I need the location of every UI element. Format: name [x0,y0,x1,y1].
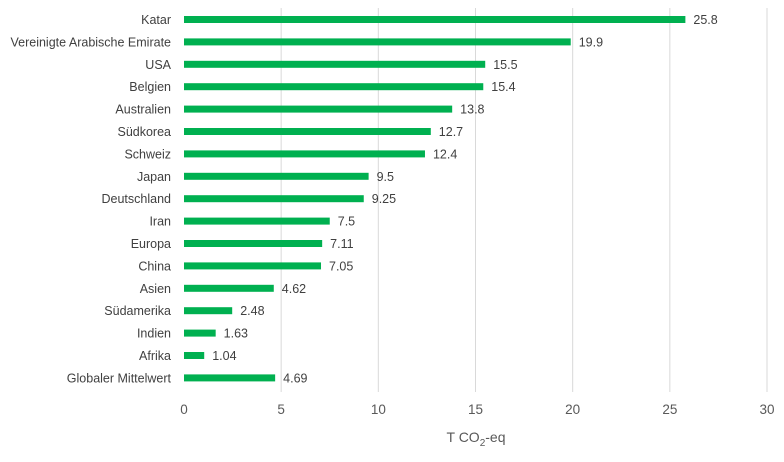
category-labels: Katar Vereinigte Arabische Emirate USA Belg… [10,13,171,385]
bars [184,16,686,382]
category-label: Südamerika [104,304,171,318]
gridlines [280,8,768,392]
bar [184,262,322,270]
value-label: 1.04 [212,349,236,363]
x-tick-label: 20 [565,402,580,417]
value-label: 15.4 [491,80,515,94]
value-label: 13.8 [460,103,484,117]
value-labels: 25.8 19.9 15.5 15.4 13.8 12.7 12.4 9.5 9.25 7.5 7.… [212,13,718,385]
category-label: Asien [140,282,171,296]
value-label: 1.63 [224,327,248,341]
bar [184,38,571,46]
value-label: 19.9 [579,35,603,49]
bar [184,307,233,315]
value-label: 2.48 [240,304,264,318]
category-label: Vereinigte Arabische Emirate [10,35,171,49]
x-tick-labels: 0 5 10 15 20 25 30 [180,402,774,417]
x-tick-label: 10 [371,402,386,417]
bar [184,284,274,292]
bar [184,172,369,180]
x-tick-label: 5 [277,402,285,417]
bar [184,195,364,203]
x-tick-label: 0 [180,402,188,417]
value-label: 9.5 [377,170,394,184]
category-label: USA [145,58,171,72]
category-label: Belgien [129,80,171,94]
value-label: 4.69 [283,371,307,385]
category-label: Australien [115,103,171,117]
bar [184,150,425,158]
bar [184,16,686,23]
category-label: Katar [141,13,171,27]
bar [184,217,330,225]
value-label: 7.5 [338,215,355,229]
category-label: Globaler Mittelwert [67,371,172,385]
bar [184,240,323,247]
value-label: 7.05 [329,259,353,273]
bar [184,352,205,359]
category-label: Afrika [139,349,171,363]
bar [184,83,484,91]
value-label: 15.5 [493,58,517,72]
x-tick-label: 25 [662,402,677,417]
category-label: Europa [131,237,171,251]
value-label: 9.25 [372,192,396,206]
x-tick-label: 15 [468,402,483,417]
value-label: 7.11 [330,237,353,251]
category-label: Deutschland [102,192,172,206]
x-axis-title: T CO2-eq [447,429,506,449]
bar [184,329,216,337]
value-label: 12.7 [439,125,463,139]
category-label: Iran [149,215,171,229]
bar [184,60,486,68]
category-label: Schweiz [124,147,171,161]
value-label: 25.8 [693,13,717,27]
bar [184,105,453,113]
category-label: Indien [137,327,171,341]
category-label: Südkorea [117,125,171,139]
category-label: China [138,259,171,273]
category-label: Japan [137,170,171,184]
value-label: 12.4 [433,147,457,161]
bar [184,128,431,135]
value-label: 4.62 [282,282,306,296]
bar [184,374,276,382]
x-tick-label: 30 [759,402,774,417]
